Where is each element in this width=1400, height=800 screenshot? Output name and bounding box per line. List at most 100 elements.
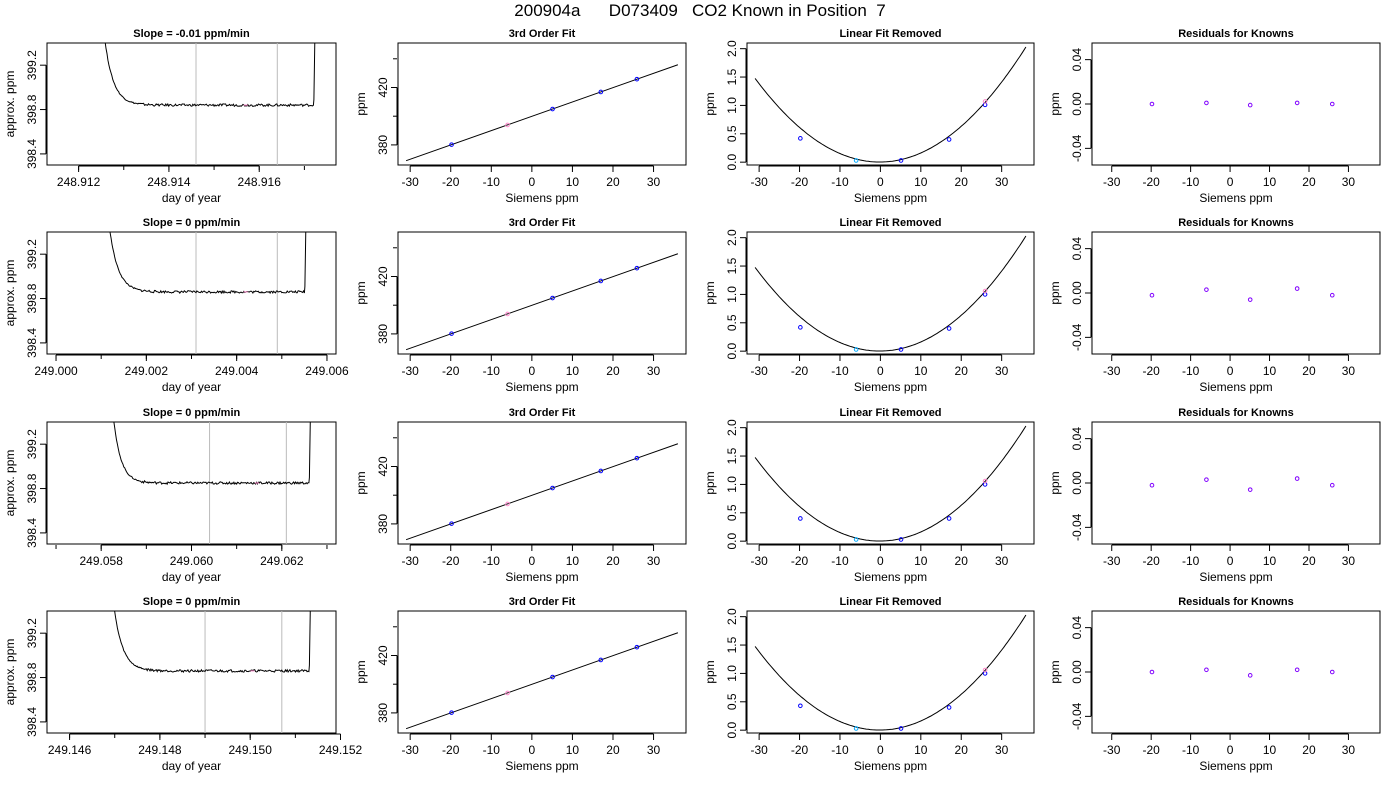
x-tick-label: 249.002 [125, 364, 169, 378]
x-tick-label: 249.006 [305, 364, 349, 378]
y-tick-label: 1.5 [725, 636, 739, 653]
x-tick-label: 20 [955, 364, 969, 378]
data-point [598, 657, 604, 663]
x-tick-label: 30 [995, 743, 1009, 757]
x-tick-label: -20 [442, 743, 460, 757]
panel-residuals-row-2: Residuals for Knowns -30 -20 -10 0 10 20 30 -0.0… [1048, 217, 1381, 394]
y-tick-label: 0.04 [1070, 48, 1084, 72]
data-point [853, 158, 859, 163]
data-point [598, 468, 604, 474]
x-axis-label: Siemens ppm [1199, 191, 1272, 205]
plot-frame [397, 610, 687, 734]
x-axis-label: Siemens ppm [1199, 570, 1272, 584]
x-tick-label: 20 [606, 743, 620, 757]
y-tick-label: 0.04 [1070, 237, 1084, 261]
x-axis-label: Siemens ppm [854, 380, 927, 394]
x-tick-label: 248.914 [147, 175, 191, 189]
data-point [449, 331, 454, 336]
plot-area [109, 232, 307, 354]
panel-drift-row-2: Slope = 0 ppm/min 249.000 249.002 249.004 24… [3, 217, 349, 394]
y-tick-label: 399.2 [25, 239, 39, 269]
x-tick-label: -20 [791, 554, 809, 568]
y-tick-label: -0.04 [1070, 702, 1084, 730]
y-axis-label: ppm [354, 660, 368, 683]
plot-area [1149, 286, 1335, 302]
x-tick-label: 0 [877, 364, 884, 378]
data-point [634, 265, 640, 271]
x-tick-label: 0 [877, 554, 884, 568]
plot-area [104, 43, 316, 165]
x-tick-label: -10 [831, 175, 849, 189]
x-tick-label: 0 [529, 364, 536, 378]
data-point [550, 106, 555, 112]
x-tick-label: 30 [1342, 175, 1356, 189]
x-tick-label: 30 [647, 364, 661, 378]
x-tick-label: -10 [831, 364, 849, 378]
x-tick-label: 0 [1227, 554, 1234, 568]
y-tick-label: 420 [376, 266, 390, 286]
y-tick-label: 0.00 [1070, 92, 1084, 116]
y-tick-label: 380 [376, 324, 390, 344]
y-tick-label: 1.0 [725, 97, 739, 114]
panel-drift-row-1: Slope = -0.01 ppm/min 248.912 248.914 248.9… [3, 28, 337, 205]
x-tick-label: 30 [995, 175, 1009, 189]
y-tick-label: 1.5 [725, 447, 739, 464]
y-axis-label: ppm [354, 281, 368, 304]
y-tick-label: 398.8 [25, 662, 39, 692]
x-tick-label: -30 [401, 364, 419, 378]
x-tick-label: 0 [529, 554, 536, 568]
x-tick-label: -30 [401, 175, 419, 189]
x-tick-label: 20 [955, 175, 969, 189]
x-tick-label: 20 [606, 175, 620, 189]
residual-point [1247, 297, 1253, 302]
y-tick-label: 0.0 [725, 532, 739, 549]
x-tick-label: -10 [1182, 743, 1200, 757]
y-axis-label: ppm [1048, 660, 1062, 683]
x-tick-label: 249.146 [48, 743, 92, 757]
residual-point [1294, 100, 1300, 106]
y-tick-label: 2.0 [725, 229, 739, 246]
data-point [634, 644, 640, 650]
x-tick-label: 10 [1263, 743, 1277, 757]
data-point [946, 137, 952, 142]
plot-area [754, 614, 1027, 731]
x-tick-label: -20 [1143, 743, 1161, 757]
data-point [449, 521, 454, 526]
x-tick-label: -10 [483, 554, 501, 568]
panel-title: 3rd Order Fit [509, 217, 576, 229]
panel-title: Residuals for Knowns [1178, 596, 1294, 608]
plot-frame [397, 231, 687, 355]
y-tick-label: 398.4 [25, 518, 39, 548]
panel-title: Slope = -0.01 ppm/min [133, 28, 250, 40]
x-tick-label: 20 [606, 554, 620, 568]
x-tick-label: -30 [1103, 554, 1121, 568]
plot-area [754, 235, 1027, 352]
drift-trace [113, 422, 311, 486]
y-tick-label: 398.8 [25, 473, 39, 503]
x-tick-label: -20 [1143, 175, 1161, 189]
x-tick-label: -30 [1103, 743, 1121, 757]
y-axis-label: ppm [1048, 471, 1062, 494]
x-tick-label: -20 [442, 364, 460, 378]
panel-title: Linear Fit Removed [839, 28, 941, 40]
y-tick-label: -0.04 [1070, 513, 1084, 541]
plot-frame [746, 610, 1035, 734]
x-tick-label: 30 [647, 743, 661, 757]
x-tick-label: 10 [1263, 554, 1277, 568]
x-tick-label: 10 [566, 554, 580, 568]
x-tick-label: 30 [647, 175, 661, 189]
y-axis-label: approx. ppm [3, 450, 17, 517]
y-tick-label: 1.5 [725, 257, 739, 274]
fit-curve [754, 614, 1027, 731]
data-point [449, 142, 454, 147]
residual-point [1247, 102, 1253, 108]
x-axis-label: Siemens ppm [505, 191, 578, 205]
x-tick-label: 10 [566, 175, 580, 189]
x-tick-label: 20 [955, 554, 969, 568]
plot-area [405, 253, 679, 351]
data-point [946, 705, 952, 710]
x-tick-label: -10 [1182, 554, 1200, 568]
y-tick-label: 0.04 [1070, 427, 1084, 451]
data-point [598, 278, 604, 284]
residual-point [1204, 287, 1209, 292]
